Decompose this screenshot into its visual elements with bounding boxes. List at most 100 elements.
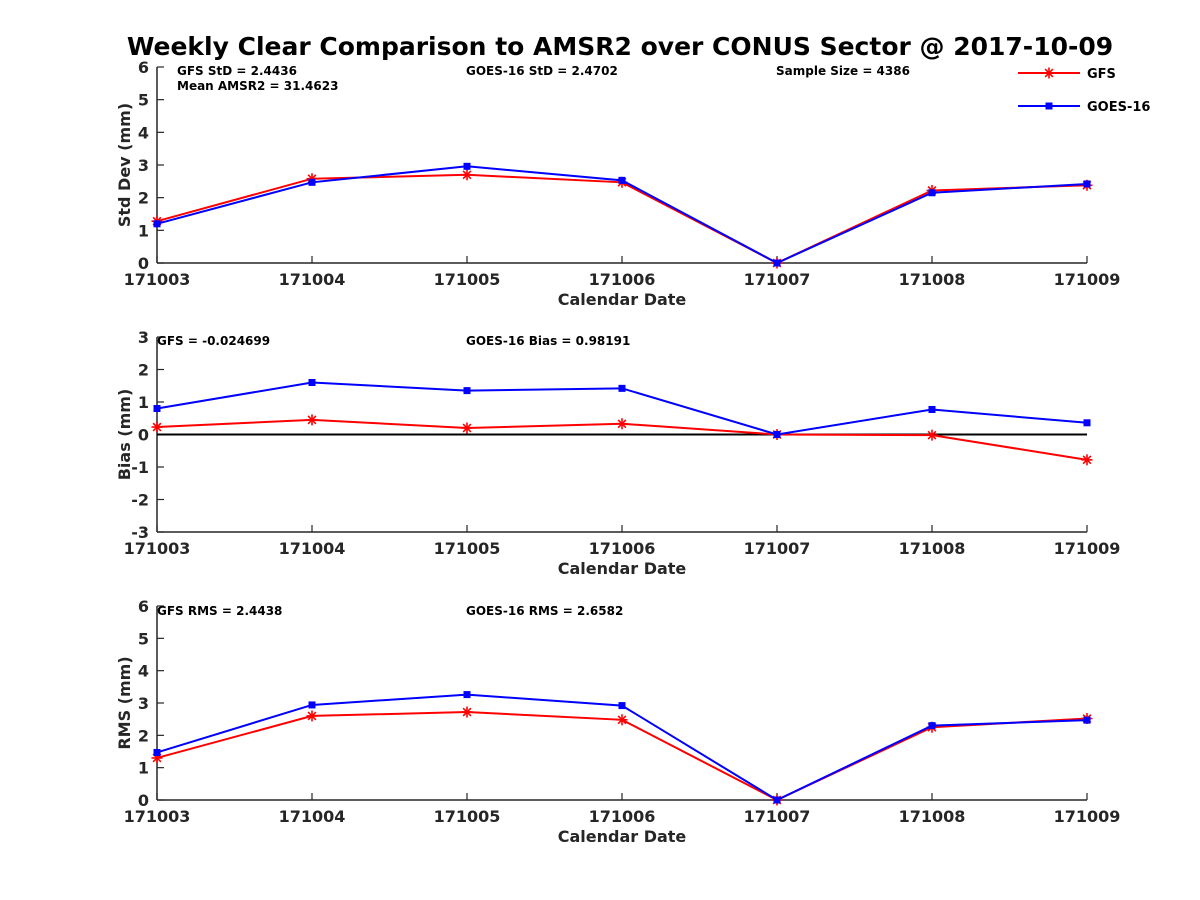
marker-stroke <box>1044 68 1054 78</box>
legend-label: GOES-16 <box>1087 100 1150 115</box>
x-tick-label: 171004 <box>279 270 346 289</box>
x-tick-label: 171009 <box>1054 807 1121 826</box>
marker-stroke <box>152 422 162 432</box>
data-point-gfs <box>1081 454 1093 466</box>
data-point-goes-16 <box>463 691 471 699</box>
data-point-goes-16 <box>153 405 161 412</box>
x-tick-label: 171006 <box>589 807 656 826</box>
y-tick-label: 3 <box>138 694 149 713</box>
data-point-goes-16 <box>153 220 161 228</box>
marker-stroke <box>1082 455 1092 465</box>
data-point-goes-16 <box>928 189 936 197</box>
x-tick-label: 171006 <box>589 539 656 558</box>
legend-marker <box>1043 67 1055 79</box>
x-tick-label: 171004 <box>279 539 346 558</box>
x-tick-label: 171009 <box>1054 270 1121 289</box>
x-tick-label: 171008 <box>899 270 966 289</box>
data-point-gfs <box>616 714 628 726</box>
legend-entry-gfs: GFS <box>1018 67 1116 82</box>
data-point-gfs <box>461 422 473 434</box>
x-axis-label: Calendar Date <box>558 290 687 309</box>
panel-1: 0 1 2 3 4 5 6 171003 171004 171005 171006 171007 171… <box>115 58 1120 309</box>
y-tick-label: 3 <box>138 328 149 347</box>
x-tick-label: 171005 <box>434 270 501 289</box>
x-tick-label: 171006 <box>589 270 656 289</box>
y-tick-label: 6 <box>138 58 149 77</box>
y-tick-label: 4 <box>138 123 149 142</box>
data-point-goes-16 <box>773 796 781 804</box>
y-tick-label: 2 <box>138 189 149 208</box>
y-tick-label: 0 <box>138 426 149 445</box>
stat-annotation: GOES-16 RMS = 2.6582 <box>466 604 623 618</box>
data-point-goes-16 <box>618 702 626 710</box>
x-tick-label: 171004 <box>279 807 346 826</box>
y-tick-label: 5 <box>138 629 149 648</box>
x-tick-label: 171007 <box>744 539 811 558</box>
y-axis-label: Std Dev (mm) <box>115 103 134 227</box>
marker-stroke <box>927 430 937 440</box>
panel-2: -3 -2 -1 0 1 2 3 171003 171004 171005 171006 171007… <box>115 328 1120 578</box>
data-point-goes-16 <box>618 176 626 184</box>
x-tick-label: 171003 <box>124 539 191 558</box>
x-axis-label: Calendar Date <box>558 827 687 846</box>
y-tick-label: 2 <box>138 726 149 745</box>
y-axis-label: Bias (mm) <box>115 389 134 481</box>
data-point-goes-16 <box>308 379 316 386</box>
data-point-gfs <box>151 421 163 433</box>
y-tick-label: 1 <box>138 393 149 412</box>
stat-annotation: Mean AMSR2 = 31.4623 <box>177 79 338 93</box>
data-point-gfs <box>461 169 473 181</box>
x-tick-label: 171008 <box>899 539 966 558</box>
x-axis-label: Calendar Date <box>558 559 687 578</box>
y-tick-label: 5 <box>138 91 149 110</box>
data-point-goes-16 <box>1083 716 1091 724</box>
stat-annotation: GFS RMS = 2.4438 <box>157 604 282 618</box>
x-tick-label: 171003 <box>124 807 191 826</box>
marker-stroke <box>462 707 472 717</box>
data-point-goes-16 <box>1083 180 1091 188</box>
marker-stroke <box>462 170 472 180</box>
data-point-goes-16 <box>928 405 936 413</box>
data-point-goes-16 <box>308 701 316 709</box>
marker-stroke <box>462 423 472 433</box>
chart-title: Weekly Clear Comparison to AMSR2 over CO… <box>127 32 1113 61</box>
data-point-gfs <box>306 710 318 722</box>
y-tick-label: -3 <box>131 523 149 542</box>
stat-annotation: GFS = -0.024699 <box>157 334 270 348</box>
y-tick-label: -1 <box>131 458 149 477</box>
marker-stroke <box>307 415 317 425</box>
legend: GFS GOES-16 <box>1018 67 1150 115</box>
legend-marker <box>1045 102 1053 110</box>
legend-label: GFS <box>1087 67 1116 82</box>
x-tick-label: 171009 <box>1054 539 1121 558</box>
y-tick-label: 2 <box>138 361 149 380</box>
y-axis-label: RMS (mm) <box>115 656 134 749</box>
marker-stroke <box>617 715 627 725</box>
data-point-goes-16 <box>1083 419 1091 427</box>
data-point-goes-16 <box>463 387 471 395</box>
x-tick-label: 171005 <box>434 539 501 558</box>
data-point-goes-16 <box>928 722 936 730</box>
stat-annotation: GOES-16 Bias = 0.98191 <box>466 334 630 348</box>
data-point-gfs <box>461 706 473 718</box>
y-tick-label: 4 <box>138 662 149 681</box>
data-point-goes-16 <box>773 431 781 438</box>
y-tick-label: 1 <box>138 221 149 240</box>
series-line-goes-16 <box>156 693 1088 802</box>
legend-entry-goes-16: GOES-16 <box>1018 100 1150 115</box>
series-line-gfs <box>156 173 1088 265</box>
data-point-goes-16 <box>618 384 626 392</box>
y-tick-label: 1 <box>138 759 149 778</box>
y-tick-label: 6 <box>138 597 149 616</box>
y-tick-label: 0 <box>138 254 149 273</box>
stat-annotation: GFS StD = 2.4436 <box>177 64 297 78</box>
stat-annotation: Sample Size = 4386 <box>776 64 910 78</box>
x-tick-label: 171007 <box>744 270 811 289</box>
x-tick-label: 171003 <box>124 270 191 289</box>
y-tick-label: -2 <box>131 491 149 510</box>
x-tick-label: 171007 <box>744 807 811 826</box>
marker-stroke <box>307 711 317 721</box>
data-point-goes-16 <box>463 162 471 170</box>
marker-stroke <box>617 419 627 429</box>
